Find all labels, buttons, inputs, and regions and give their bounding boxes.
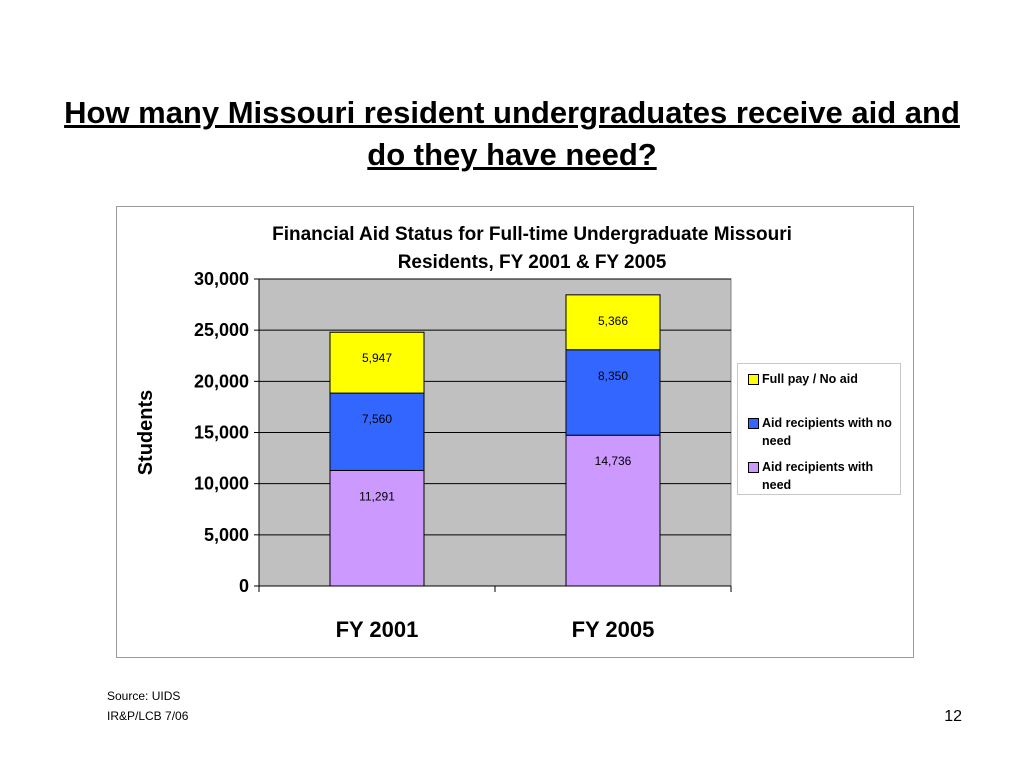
data-label: 11,291 [359,489,395,503]
chart-title-line-1: Financial Aid Status for Full-time Under… [272,224,792,245]
y-tick-label: 30,000 [194,269,249,289]
legend-swatch [748,418,759,429]
source-note: Source: UIDS [107,689,181,703]
y-tick-label: 0 [239,576,249,596]
bar-segment [565,349,661,436]
bar-segment [329,469,425,587]
y-tick-label: 10,000 [194,474,249,494]
legend-label: Aid recipients with need [762,460,874,492]
bar-segment [565,434,661,587]
data-label: 8,350 [598,369,628,383]
data-label: 5,366 [598,314,628,328]
legend-swatch [748,462,759,473]
y-tick-label: 25,000 [194,320,249,340]
x-tick-label: FY 2001 [336,617,419,642]
y-axis-label: Students [135,390,157,476]
data-label: 7,560 [362,412,392,426]
data-label: 14,736 [595,454,632,468]
bar-segment [329,331,425,394]
y-tick-label: 15,000 [194,423,249,443]
stacked-bar-chart: 0 5,000 10,000 15,000 20,000 25,000 30,000 Stud… [135,269,732,642]
chart-legend: Full pay / No aid Aid recipients with no … [737,363,901,495]
page-number: 12 [944,708,962,725]
y-tick-label: 5,000 [204,525,249,545]
chart-title-line-2: Residents, FY 2001 & FY 2005 [397,252,667,273]
data-label: 5,947 [362,351,392,365]
legend-label: Aid recipients with no need [762,416,892,448]
org-date-note: IR&P/LCB 7/06 [107,709,189,723]
chart-frame: Financial Aid Status for Full-time Under… [116,206,914,658]
slide-title: How many Missouri resident undergraduate… [0,92,1024,176]
legend-swatch [748,374,759,385]
x-tick-label: FY 2005 [572,617,655,642]
y-tick-label: 20,000 [194,371,249,391]
slide-title-line-1: How many Missouri resident undergraduate… [64,95,960,130]
chart-title: Financial Aid Status for Full-time Under… [117,221,947,277]
bar-segment [329,392,425,471]
slide-title-line-2: do they have need? [367,137,657,172]
legend-label: Full pay / No aid [762,372,858,386]
bar-segment [565,294,661,351]
